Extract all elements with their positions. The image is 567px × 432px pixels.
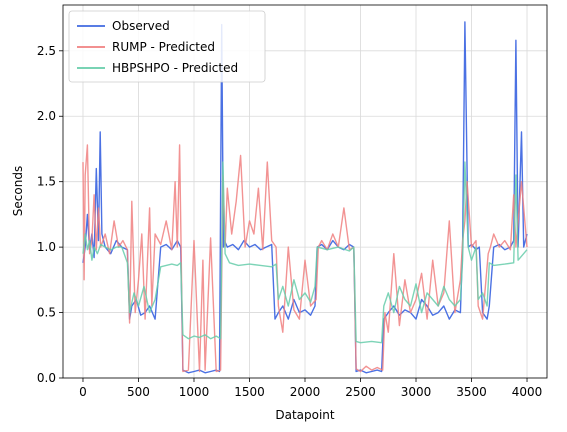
series-group (82, 21, 528, 374)
y-tick-label: 1.5 (37, 175, 56, 189)
x-tick-label: 1000 (179, 385, 210, 399)
y-tick-label: 0.0 (37, 371, 56, 385)
x-tick-label: 2000 (290, 385, 321, 399)
y-tick-label: 2.5 (37, 44, 56, 58)
x-tick-label: 500 (127, 385, 150, 399)
legend-box (68, 10, 266, 83)
y-tick-label: 2.0 (37, 109, 56, 123)
x-tick-label: 1500 (234, 385, 265, 399)
legend-label-2: RUMP - Predicted (112, 40, 215, 54)
x-tick-label: 2500 (345, 385, 376, 399)
x-tick-label: 4000 (512, 385, 543, 399)
x-tick-label: 0 (79, 385, 87, 399)
x-tick-label: 3000 (401, 385, 432, 399)
legend-label-3: HBPSHPO - Predicted (112, 61, 238, 75)
x-tick-label: 3500 (456, 385, 487, 399)
y-tick-label: 1.0 (37, 240, 56, 254)
legend: Observed RUMP - Predicted HBPSHPO - Predic… (68, 10, 266, 83)
y-axis-label: Seconds (11, 166, 25, 216)
axis-ticks: 0 500 1000 1500 2000 2500 3000 3500 4000 0.0 0.5 1.… (37, 44, 542, 399)
grid (63, 5, 547, 379)
x-axis-label: Datapoint (275, 408, 335, 422)
series-line-3 (82, 161, 528, 344)
y-tick-label: 0.5 (37, 306, 56, 320)
legend-label-1: Observed (112, 19, 170, 33)
